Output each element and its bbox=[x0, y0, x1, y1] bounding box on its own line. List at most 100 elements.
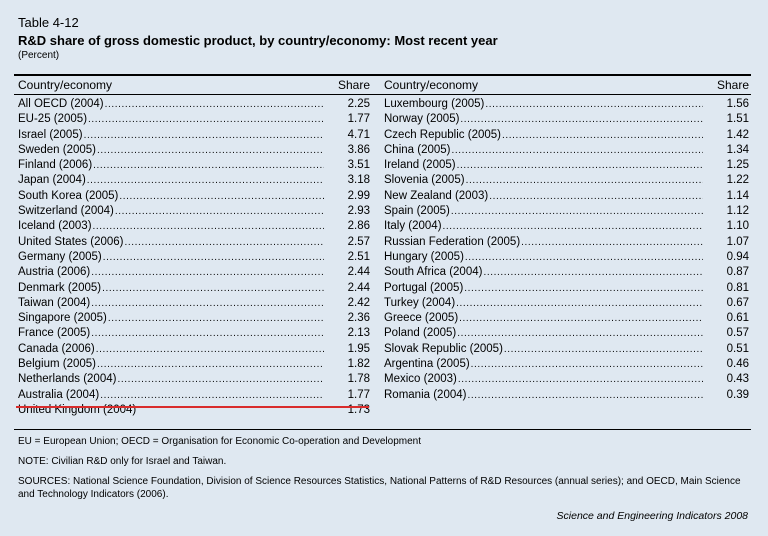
table-row: New Zealand (2003) 1.14 bbox=[384, 189, 749, 204]
table-row: Mexico (2003) 0.43 bbox=[384, 372, 749, 387]
table-row: Norway (2005) 1.51 bbox=[384, 112, 749, 127]
leader-dots bbox=[100, 388, 324, 403]
share-cell: 0.67 bbox=[726, 296, 749, 309]
share-cell: 0.51 bbox=[726, 342, 749, 355]
leader-dots bbox=[88, 112, 324, 127]
right-table-column: Luxembourg (2005) 1.56 Norway (2005) 1.51 Cz… bbox=[384, 97, 749, 403]
leader-dots bbox=[119, 189, 324, 204]
share-cell: 1.07 bbox=[726, 235, 749, 248]
sources-note: SOURCES: National Science Foundation, Di… bbox=[18, 476, 741, 500]
share-cell: 1.42 bbox=[726, 128, 749, 141]
table-row: Russian Federation (2005) 1.07 bbox=[384, 235, 749, 250]
table-row: Poland (2005) 0.57 bbox=[384, 326, 749, 341]
share-cell: 1.77 bbox=[347, 388, 370, 401]
country-cell: Switzerland (2004) bbox=[18, 205, 114, 218]
table-row: Czech Republic (2005) 1.42 bbox=[384, 128, 749, 143]
share-cell: 0.39 bbox=[726, 388, 749, 401]
table-row: Turkey (2004) 0.67 bbox=[384, 296, 749, 311]
share-cell: 2.44 bbox=[347, 266, 370, 279]
country-cell: Austria (2006) bbox=[18, 266, 91, 279]
left-country-header: Country/economy bbox=[18, 78, 113, 92]
share-cell: 0.61 bbox=[726, 312, 749, 325]
leader-dots bbox=[465, 250, 703, 265]
country-cell: Turkey (2004) bbox=[384, 296, 456, 309]
table-row: South Africa (2004) 0.87 bbox=[384, 265, 749, 280]
leader-dots bbox=[460, 112, 703, 127]
table-row: Japan (2004) 3.18 bbox=[18, 173, 370, 188]
highlight-underline bbox=[16, 406, 369, 408]
table-row: Austria (2006) 2.44 bbox=[18, 265, 370, 280]
civilian-note: NOTE: Civilian R&D only for Israel and T… bbox=[18, 456, 227, 467]
country-cell: Czech Republic (2005) bbox=[384, 128, 501, 141]
country-cell: Australia (2004) bbox=[18, 388, 100, 401]
share-cell: 2.93 bbox=[347, 205, 370, 218]
share-cell: 1.77 bbox=[347, 113, 370, 126]
table-row: Slovenia (2005) 1.22 bbox=[384, 173, 749, 188]
country-cell: EU-25 (2005) bbox=[18, 113, 88, 126]
share-cell: 1.82 bbox=[347, 358, 370, 371]
leader-dots bbox=[91, 296, 324, 311]
leader-dots bbox=[458, 372, 703, 387]
table-row: Canada (2006) 1.95 bbox=[18, 342, 370, 357]
table-row: France (2005) 2.13 bbox=[18, 326, 370, 341]
country-cell: Poland (2005) bbox=[384, 327, 457, 340]
leader-dots bbox=[489, 189, 703, 204]
share-cell: 0.57 bbox=[726, 327, 749, 340]
country-cell: Luxembourg (2005) bbox=[384, 98, 485, 110]
leader-dots bbox=[93, 158, 324, 173]
leader-dots bbox=[91, 326, 324, 341]
leader-dots bbox=[466, 173, 703, 188]
table-row: Netherlands (2004) 1.78 bbox=[18, 372, 370, 387]
leader-dots bbox=[124, 235, 324, 250]
table-row: Luxembourg (2005) 1.56 bbox=[384, 97, 749, 112]
country-cell: United States (2006) bbox=[18, 235, 124, 248]
country-cell: South Korea (2005) bbox=[18, 189, 119, 202]
share-cell: 1.14 bbox=[726, 189, 749, 202]
leader-dots bbox=[467, 388, 703, 403]
table-row: South Korea (2005) 2.99 bbox=[18, 189, 370, 204]
share-cell: 1.56 bbox=[726, 98, 749, 110]
table-bottom-rule bbox=[14, 429, 751, 430]
table-row: Israel (2005) 4.71 bbox=[18, 128, 370, 143]
country-cell: South Africa (2004) bbox=[384, 266, 483, 279]
country-cell: Canada (2006) bbox=[18, 342, 95, 355]
leader-dots bbox=[456, 296, 703, 311]
share-cell: 2.99 bbox=[347, 189, 370, 202]
table-row: Switzerland (2004) 2.93 bbox=[18, 204, 370, 219]
table-title: R&D share of gross domestic product, by … bbox=[18, 33, 498, 48]
leader-dots bbox=[91, 265, 324, 280]
country-cell: Singapore (2005) bbox=[18, 312, 107, 325]
table-row: All OECD (2004) 2.25 bbox=[18, 97, 370, 112]
table-row: United States (2006) 2.57 bbox=[18, 235, 370, 250]
table-row: China (2005) 1.34 bbox=[384, 143, 749, 158]
country-cell: Denmark (2005) bbox=[18, 281, 102, 294]
share-cell: 1.78 bbox=[347, 373, 370, 386]
table-row: Slovak Republic (2005) 0.51 bbox=[384, 342, 749, 357]
table-row: Denmark (2005) 2.44 bbox=[18, 281, 370, 296]
share-cell: 2.13 bbox=[347, 327, 370, 340]
table-row: Hungary (2005) 0.94 bbox=[384, 250, 749, 265]
country-cell: Slovak Republic (2005) bbox=[384, 342, 503, 355]
table-row: Romania (2004) 0.39 bbox=[384, 388, 749, 403]
share-cell: 2.42 bbox=[347, 296, 370, 309]
table-row: Belgium (2005) 1.82 bbox=[18, 357, 370, 372]
country-cell: Netherlands (2004) bbox=[18, 373, 117, 386]
leader-dots bbox=[451, 143, 703, 158]
share-cell: 1.10 bbox=[726, 220, 749, 233]
leader-dots bbox=[87, 173, 324, 188]
country-cell: Italy (2004) bbox=[384, 220, 442, 233]
table-row: Australia (2004) 1.77 bbox=[18, 388, 370, 403]
leader-dots bbox=[471, 357, 703, 372]
leader-dots bbox=[521, 235, 703, 250]
country-cell: All OECD (2004) bbox=[18, 98, 104, 110]
share-cell: 1.95 bbox=[347, 342, 370, 355]
share-cell: 2.86 bbox=[347, 220, 370, 233]
table-row: Spain (2005) 1.12 bbox=[384, 204, 749, 219]
country-cell: Germany (2005) bbox=[18, 250, 102, 263]
country-cell: Romania (2004) bbox=[384, 388, 467, 401]
leader-dots bbox=[93, 219, 324, 234]
share-cell: 1.22 bbox=[726, 174, 749, 187]
leader-dots bbox=[451, 204, 703, 219]
country-cell: Mexico (2003) bbox=[384, 373, 457, 386]
